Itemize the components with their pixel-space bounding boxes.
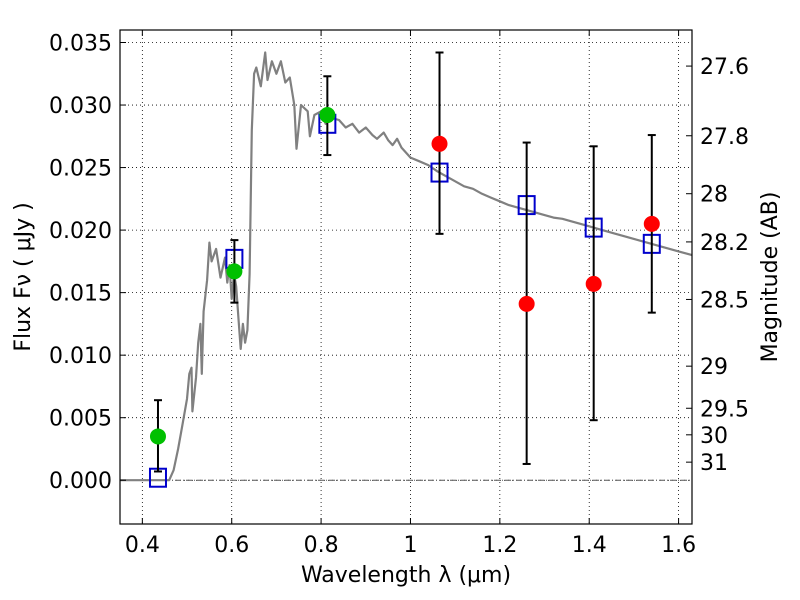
y-tick-label: 0.005 [49, 407, 112, 432]
x-axis-label: Wavelength λ (μm) [301, 563, 511, 588]
right-axis-label: Magnitude (AB) [758, 192, 783, 363]
y-tick-label: 0.015 [49, 282, 112, 307]
data-point [319, 107, 336, 124]
data-point [518, 295, 535, 312]
y-tick-label: 0.020 [49, 219, 112, 244]
data-point [431, 135, 448, 152]
y2-tick-label: 30 [700, 424, 728, 449]
data-point [585, 275, 602, 292]
y-tick-label: 0.000 [49, 469, 112, 494]
data-point [643, 215, 660, 232]
y-tick-label: 0.030 [49, 94, 112, 119]
x-tick-label: 0.4 [125, 533, 160, 558]
plot-frame [119, 29, 693, 525]
y-tick-label: 0.035 [49, 32, 112, 57]
data-point [226, 263, 243, 280]
y2-tick-label: 28.5 [700, 288, 749, 313]
data-point [149, 428, 166, 445]
y-tick-label: 0.010 [49, 344, 112, 369]
x-tick-label: 1.4 [572, 533, 607, 558]
y-axis-label: Flux Fν ( μJy ) [11, 202, 36, 351]
y2-tick-label: 27.8 [700, 125, 749, 150]
y-tick-label: 0.025 [49, 157, 112, 182]
y2-tick-label: 28 [700, 183, 728, 208]
x-tick-label: 0.8 [304, 533, 339, 558]
sed-model-line [120, 51, 693, 482]
data-layer [120, 51, 693, 488]
y2-tick-label: 27.6 [700, 55, 749, 80]
y2-tick-label: 31 [700, 451, 728, 476]
axis-ticks: 0.4 0.6 0.8 1 1.2 1.4 1.6 0.000 0.005 0.010 0.015 0… [49, 30, 749, 558]
x-tick-label: 1.6 [661, 533, 696, 558]
x-tick-label: 1 [403, 533, 417, 558]
y2-tick-label: 29.5 [700, 397, 749, 422]
y2-tick-label: 29 [700, 355, 728, 380]
y2-tick-label: 28.2 [700, 231, 749, 256]
x-tick-label: 1.2 [482, 533, 517, 558]
x-tick-label: 0.6 [214, 533, 249, 558]
grid-lines [120, 30, 692, 524]
